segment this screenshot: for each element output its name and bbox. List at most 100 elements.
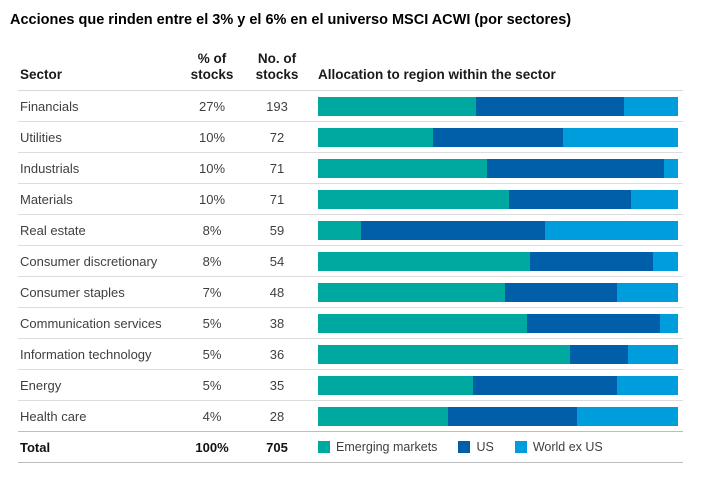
allocation-bar xyxy=(318,344,678,364)
row-no-of-stocks: 71 xyxy=(241,192,313,207)
total-pct-of-stocks: 100% xyxy=(195,439,229,455)
allocation-bar xyxy=(318,127,678,147)
figure: Acciones que rinden entre el 3% y el 6% … xyxy=(0,10,701,493)
legend-item: US xyxy=(458,440,494,454)
row-sector-label: Industrials xyxy=(20,160,80,176)
row-sector-label: Financials xyxy=(20,98,79,114)
segment-world-ex-us xyxy=(652,251,678,271)
segment-us xyxy=(505,282,617,302)
row-pct-of-stocks: 8% xyxy=(202,253,222,269)
segment-us xyxy=(526,313,660,333)
table-row: Communication services 5% 38 xyxy=(18,308,683,339)
total-no-of-stocks: 705 xyxy=(241,440,313,455)
row-no-of-stocks: 36 xyxy=(241,347,313,362)
table-row: Materials 10% 71 xyxy=(18,184,683,215)
legend-swatch xyxy=(458,441,471,453)
segment-emerging-markets xyxy=(318,282,506,302)
allocation-bar-cell xyxy=(318,313,683,333)
table-row: Financials 27% 193 xyxy=(18,91,683,122)
row-no-of-stocks: 71 xyxy=(241,161,313,176)
segment-world-ex-us xyxy=(659,313,678,333)
allocation-bar-cell xyxy=(318,344,683,364)
header-allocation: Allocation to region within the sector xyxy=(318,67,556,82)
total-no-of-stocks-value: 705 xyxy=(266,439,288,455)
row-sector-label: Information technology xyxy=(20,346,152,362)
row-no-of-stocks: 48 xyxy=(241,285,313,300)
header-pct-of-stocks: % of stocks xyxy=(183,51,241,83)
allocation-bar xyxy=(318,96,678,116)
row-pct-of-stocks: 5% xyxy=(202,346,222,362)
row-pct-of-stocks: 10% xyxy=(198,160,226,176)
legend-item: Emerging markets xyxy=(318,440,437,454)
sector-allocation-table: Sector % of stocks No. of stocks Allocat… xyxy=(18,51,683,463)
legend-label: World ex US xyxy=(532,440,603,454)
segment-world-ex-us xyxy=(627,344,678,364)
table-row: Information technology 5% 36 xyxy=(18,339,683,370)
row-no-of-stocks-value: 193 xyxy=(266,98,288,114)
row-sector-label: Real estate xyxy=(20,222,86,238)
row-no-of-stocks-value: 71 xyxy=(269,191,285,207)
segment-us xyxy=(570,344,628,364)
segment-world-ex-us xyxy=(616,282,678,302)
segment-emerging-markets xyxy=(318,220,362,240)
row-no-of-stocks-value: 54 xyxy=(269,253,285,269)
segment-emerging-markets xyxy=(318,375,473,395)
header-num-line2: stocks xyxy=(255,67,299,82)
segment-emerging-markets xyxy=(318,189,509,209)
row-no-of-stocks: 59 xyxy=(241,223,313,238)
row-sector-label: Consumer discretionary xyxy=(20,253,158,269)
segment-us xyxy=(487,158,664,178)
row-pct-of-stocks: 10% xyxy=(198,129,226,145)
row-no-of-stocks-value: 59 xyxy=(269,222,285,238)
table-row: Consumer staples 7% 48 xyxy=(18,277,683,308)
row-pct-of-stocks: 8% xyxy=(202,222,222,238)
row-no-of-stocks: 72 xyxy=(241,130,313,145)
allocation-bar xyxy=(318,313,678,333)
table-total-row: Total 100% 705 Emerging markets US World e… xyxy=(18,432,683,463)
row-no-of-stocks-value: 38 xyxy=(269,315,285,331)
segment-world-ex-us xyxy=(544,220,678,240)
segment-world-ex-us xyxy=(663,158,678,178)
allocation-bar-cell xyxy=(318,158,683,178)
allocation-bar xyxy=(318,189,678,209)
segment-us xyxy=(433,127,563,147)
allocation-bar-cell xyxy=(318,375,683,395)
row-no-of-stocks: 38 xyxy=(241,316,313,331)
row-no-of-stocks-value: 36 xyxy=(269,346,285,362)
total-label: Total xyxy=(20,439,51,455)
segment-emerging-markets xyxy=(318,158,488,178)
row-sector-label: Utilities xyxy=(20,129,62,145)
legend-swatch xyxy=(318,441,330,453)
segment-world-ex-us xyxy=(562,127,678,147)
table-body: Financials 27% 193 Utilities 10% 72 Industrial… xyxy=(18,91,683,432)
row-pct-of-stocks: 27% xyxy=(198,98,226,114)
allocation-bar-cell xyxy=(318,251,683,271)
chart-title: Acciones que rinden entre el 3% y el 6% … xyxy=(10,12,572,28)
row-no-of-stocks: 35 xyxy=(241,378,313,393)
allocation-bar-cell xyxy=(318,282,683,302)
segment-us xyxy=(447,406,578,426)
segment-emerging-markets xyxy=(318,96,477,116)
segment-us xyxy=(530,251,653,271)
allocation-bar-cell xyxy=(318,127,683,147)
segment-us xyxy=(472,375,617,395)
row-no-of-stocks-value: 48 xyxy=(269,284,285,300)
row-no-of-stocks-value: 71 xyxy=(269,160,285,176)
row-no-of-stocks-value: 28 xyxy=(269,408,285,424)
header-pct-line1: % of xyxy=(197,51,227,66)
row-pct-of-stocks: 5% xyxy=(202,315,222,331)
table-row: Utilities 10% 72 xyxy=(18,122,683,153)
allocation-bar-cell xyxy=(318,189,683,209)
allocation-bar xyxy=(318,282,678,302)
header-sector: Sector xyxy=(20,67,63,82)
allocation-bar-cell xyxy=(318,406,683,426)
segment-emerging-markets xyxy=(318,251,531,271)
row-sector-label: Communication services xyxy=(20,315,162,331)
table-header-row: Sector % of stocks No. of stocks Allocat… xyxy=(18,51,683,91)
row-no-of-stocks: 28 xyxy=(241,409,313,424)
table-row: Energy 5% 35 xyxy=(18,370,683,401)
row-sector-label: Health care xyxy=(20,408,87,424)
allocation-bar-cell xyxy=(318,220,683,240)
header-pct-line2: stocks xyxy=(190,67,234,82)
legend-label: Emerging markets xyxy=(336,440,438,454)
